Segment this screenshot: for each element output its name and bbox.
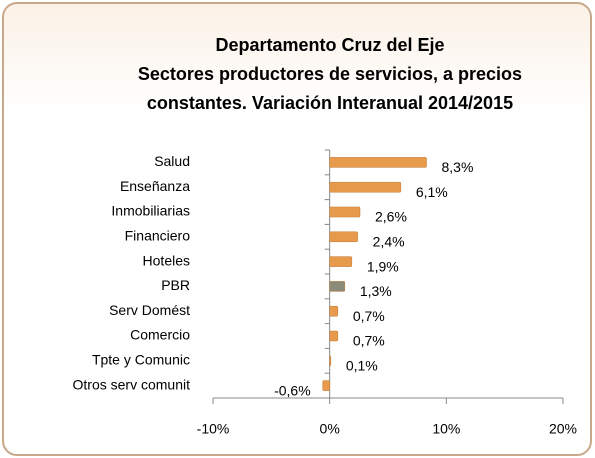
y-tick-label: Otros serv comunit [73, 376, 191, 392]
y-tick-label: Financiero [125, 228, 191, 244]
value-label: 2,4% [373, 234, 405, 250]
bar [322, 380, 330, 391]
x-tick-label: -10% [197, 421, 230, 437]
y-tick-label: Tpte y Comunic [92, 352, 190, 368]
chart-title: Departamento Cruz del Eje [215, 35, 444, 55]
chart-title: Sectores productores de servicios, a pre… [138, 64, 522, 84]
bar [329, 281, 346, 292]
value-label: 1,3% [360, 283, 392, 299]
value-label: 0,7% [353, 308, 385, 324]
chart-title: constantes. Variación Interanual 2014/20… [147, 93, 513, 113]
x-tick-label: 10% [432, 421, 460, 437]
y-tick-label: Enseñanza [120, 178, 190, 194]
bar [329, 157, 427, 168]
y-tick-label: Serv Domést [109, 302, 190, 318]
bar [329, 181, 402, 193]
x-tick-label: 0% [320, 421, 340, 437]
value-label: -0,6% [274, 382, 311, 398]
bar [329, 305, 339, 317]
bar [329, 330, 339, 342]
value-label: 0,7% [353, 333, 385, 349]
bar [329, 256, 353, 267]
value-label: 0,1% [346, 358, 378, 374]
value-label: 8,3% [442, 159, 474, 175]
y-tick-label: PBR [161, 277, 190, 293]
y-tick-label: Inmobiliarias [111, 203, 190, 219]
bar [329, 206, 361, 218]
bar [329, 355, 332, 367]
value-label: 2,6% [375, 209, 407, 225]
y-tick-label: Salud [154, 153, 190, 169]
value-label: 1,9% [367, 258, 399, 274]
bar [329, 231, 358, 243]
value-label: 6,1% [416, 184, 448, 200]
y-tick-label: Comercio [130, 327, 190, 343]
y-tick-label: Hoteles [143, 252, 190, 268]
x-tick-label: 20% [549, 421, 577, 437]
